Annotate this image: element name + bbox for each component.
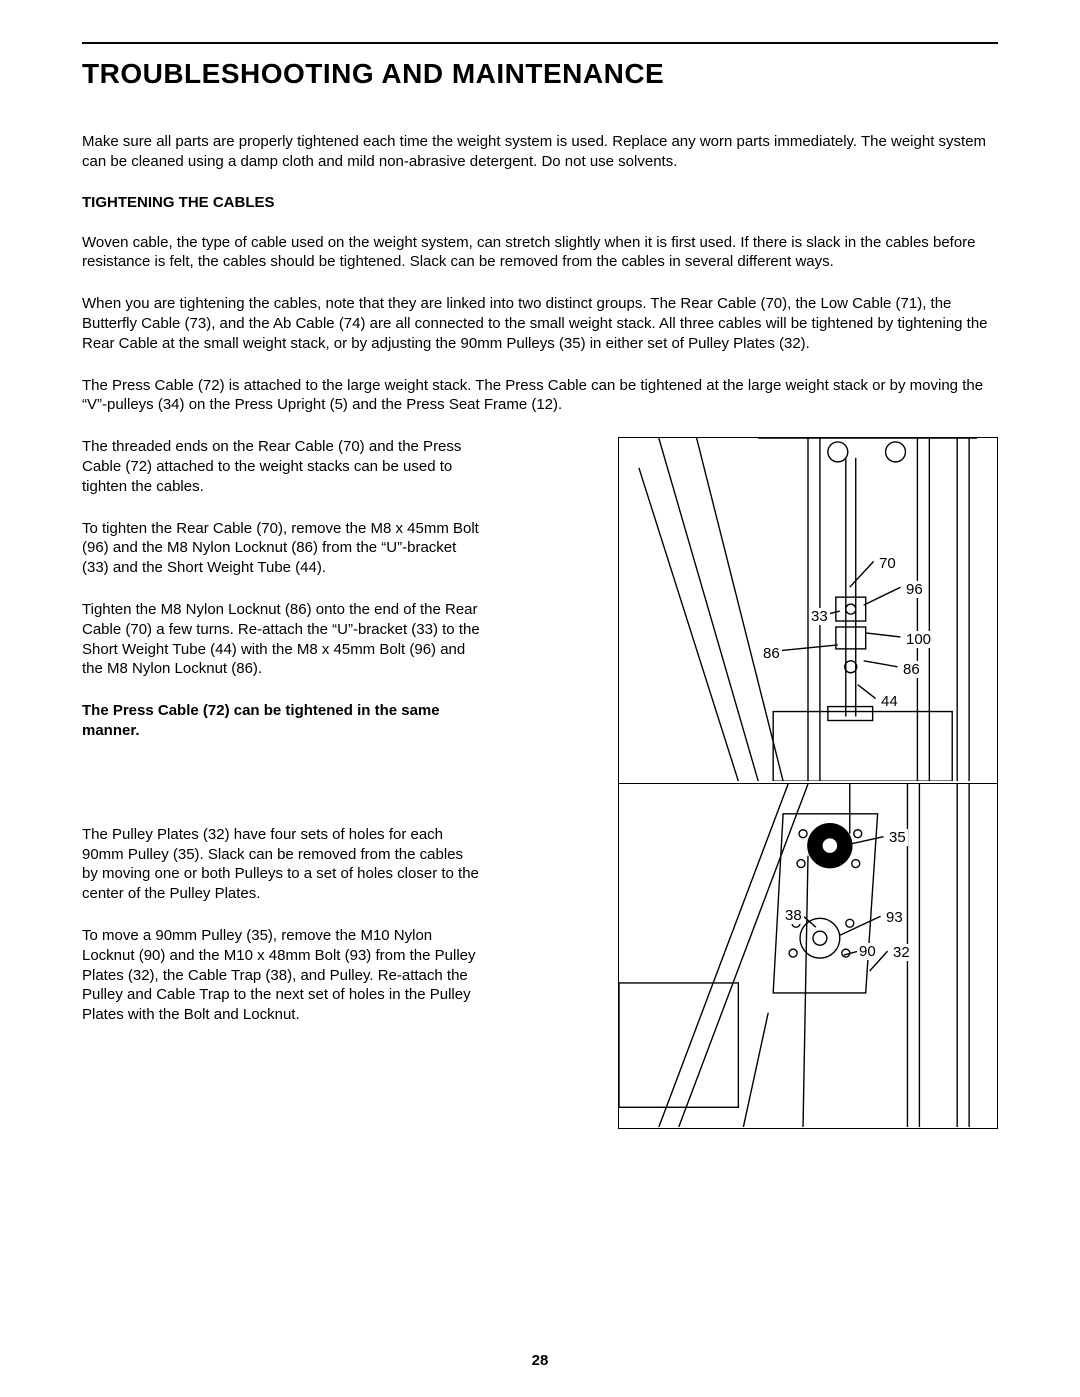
callout-70: 70 — [877, 555, 898, 572]
diagram-panel-bottom: 35 38 93 90 32 — [619, 783, 997, 1128]
manual-page: TROUBLESHOOTING AND MAINTENANCE Make sur… — [0, 0, 1080, 1397]
left-paragraph-6: To move a 90mm Pulley (35), remove the M… — [82, 926, 482, 1025]
callout-38: 38 — [783, 907, 804, 924]
callout-35: 35 — [887, 829, 908, 846]
left-paragraph-3: Tighten the M8 Nylon Locknut (86) onto t… — [82, 600, 482, 679]
left-text-column: The threaded ends on the Rear Cable (70)… — [82, 437, 482, 1047]
page-number: 28 — [0, 1352, 1080, 1369]
subheading-tightening: TIGHTENING THE CABLES — [82, 194, 998, 211]
left-paragraph-4-bold: The Press Cable (72) can be tightened in… — [82, 701, 482, 741]
top-rule — [82, 42, 998, 44]
callout-93: 93 — [884, 909, 905, 926]
callout-86a: 86 — [761, 645, 782, 662]
diagram-panel-top: 70 96 33 100 86 86 44 — [619, 438, 997, 783]
paragraph-1: Woven cable, the type of cable used on t… — [82, 233, 998, 273]
left-paragraph-1: The threaded ends on the Rear Cable (70)… — [82, 437, 482, 496]
callout-44: 44 — [879, 693, 900, 710]
callout-86b: 86 — [901, 661, 922, 678]
left-paragraph-5: The Pulley Plates (32) have four sets of… — [82, 825, 482, 904]
callout-100: 100 — [904, 631, 933, 648]
intro-paragraph: Make sure all parts are properly tighten… — [82, 132, 998, 172]
callout-33: 33 — [809, 608, 830, 625]
line-art-bottom — [619, 784, 997, 1127]
diagram-container: 70 96 33 100 86 86 44 — [618, 437, 998, 1129]
two-column-region: The threaded ends on the Rear Cable (70)… — [82, 437, 998, 1129]
page-title: TROUBLESHOOTING AND MAINTENANCE — [82, 58, 998, 90]
vertical-spacer — [82, 763, 482, 825]
callout-90: 90 — [857, 943, 878, 960]
left-paragraph-2: To tighten the Rear Cable (70), remove t… — [82, 519, 482, 578]
right-diagram-column: 70 96 33 100 86 86 44 — [504, 437, 998, 1129]
callout-96: 96 — [904, 581, 925, 598]
line-art-top — [619, 438, 997, 781]
paragraph-3: The Press Cable (72) is attached to the … — [82, 376, 998, 416]
paragraph-2: When you are tightening the cables, note… — [82, 294, 998, 353]
callout-32: 32 — [891, 944, 912, 961]
